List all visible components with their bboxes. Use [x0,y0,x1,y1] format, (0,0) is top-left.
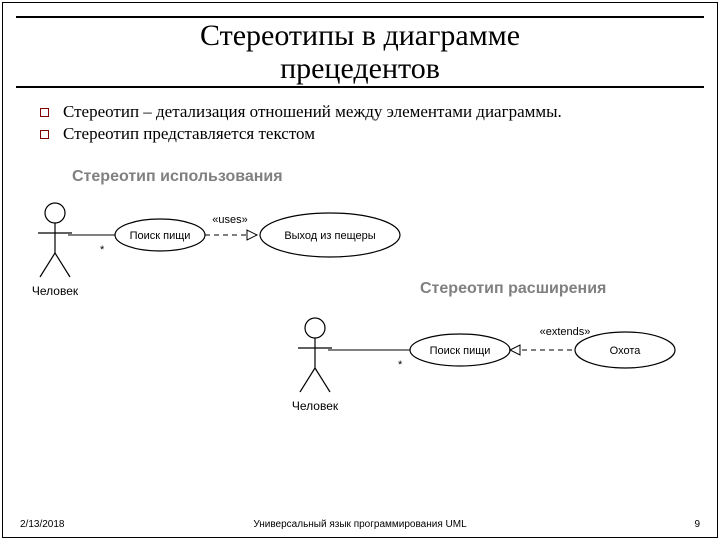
slide-title: Стереотипы в диаграмме прецедентов [200,19,520,85]
bullet-list: Стереотип – детализация отношений между … [40,100,690,146]
bullet-icon [40,108,49,117]
multiplicity: * [100,244,105,256]
list-item: Стереотип представляется текстом [40,124,690,144]
bullet-text: Стереотип представляется текстом [63,124,315,144]
actor-label: Человек [32,284,79,298]
title-line-1: Стереотипы в диаграмме [200,19,520,52]
actor-label: Человек [292,399,339,413]
usecase-2: Охота [610,345,642,357]
footer-title: Универсальный язык программирования UML [20,519,700,530]
footer: 2/13/2018 Универсальный язык программиро… [20,519,700,530]
section-label-uses: Стереотип использования [72,168,283,186]
stereotype-uses: «uses» [212,214,247,226]
usecase-1: Поиск пищи [430,345,491,357]
bullet-text: Стереотип – детализация отношений между … [63,102,562,122]
extends-diagram: Человек * Поиск пищи «extends» Охота [270,310,710,440]
usecase-2: Выход из пещеры [284,230,375,242]
title-line-2: прецедентов [280,52,440,85]
uses-diagram: Человек * Поиск пищи «uses» Выход из пещ… [10,195,430,315]
title-box: Стереотипы в диаграмме прецедентов [16,16,704,88]
multiplicity: * [398,359,403,371]
list-item: Стереотип – детализация отношений между … [40,102,690,122]
section-label-extends: Стереотип расширения [420,280,606,298]
bullet-icon [40,130,49,139]
usecase-1: Поиск пищи [130,230,191,242]
stereotype-extends: «extends» [540,326,591,338]
